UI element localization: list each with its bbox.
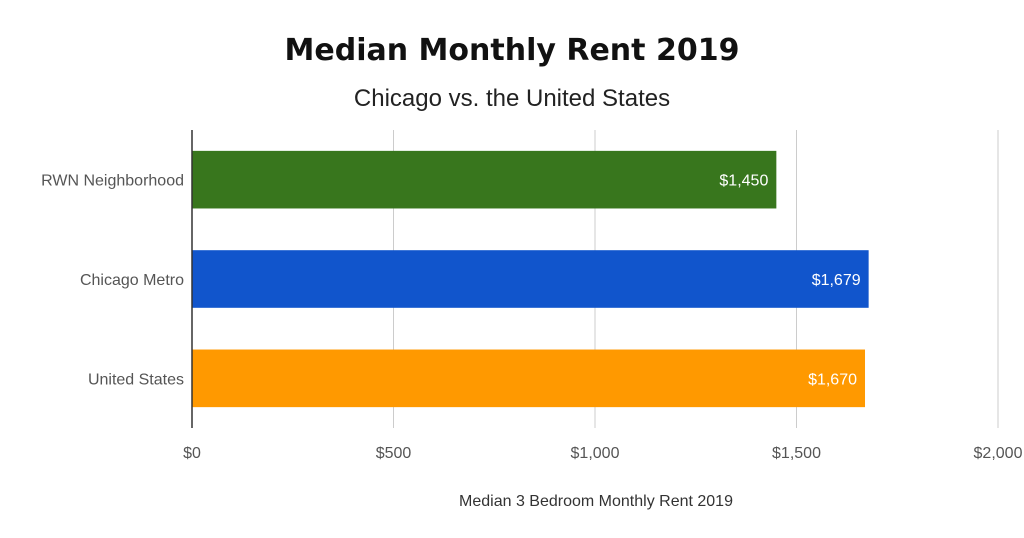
x-tick-label: $0 — [183, 445, 201, 462]
x-tick-label: $1,500 — [772, 445, 821, 462]
data-label: $1,679 — [812, 272, 861, 289]
data-label: $1,670 — [808, 371, 857, 388]
labels: $0 $500 $1,000 $1,500 $2,000 RWN Neighborhood… — [41, 173, 1022, 462]
category-label: United States — [88, 371, 184, 388]
x-tick-label: $1,000 — [571, 445, 620, 462]
bar — [192, 150, 777, 209]
x-tick-label: $500 — [376, 445, 412, 462]
category-label: Chicago Metro — [80, 272, 184, 289]
data-label: $1,450 — [719, 173, 768, 190]
x-axis-title: Median 3 Bedroom Monthly Rent 2019 — [459, 493, 733, 510]
bar — [192, 349, 866, 408]
category-label: RWN Neighborhood — [41, 173, 184, 190]
chart-title: Median Monthly Rent 2019 — [285, 33, 740, 68]
bars — [192, 150, 869, 408]
chart-subtitle: Chicago vs. the United States — [354, 85, 670, 112]
x-tick-label: $2,000 — [974, 445, 1023, 462]
bar — [192, 250, 869, 308]
